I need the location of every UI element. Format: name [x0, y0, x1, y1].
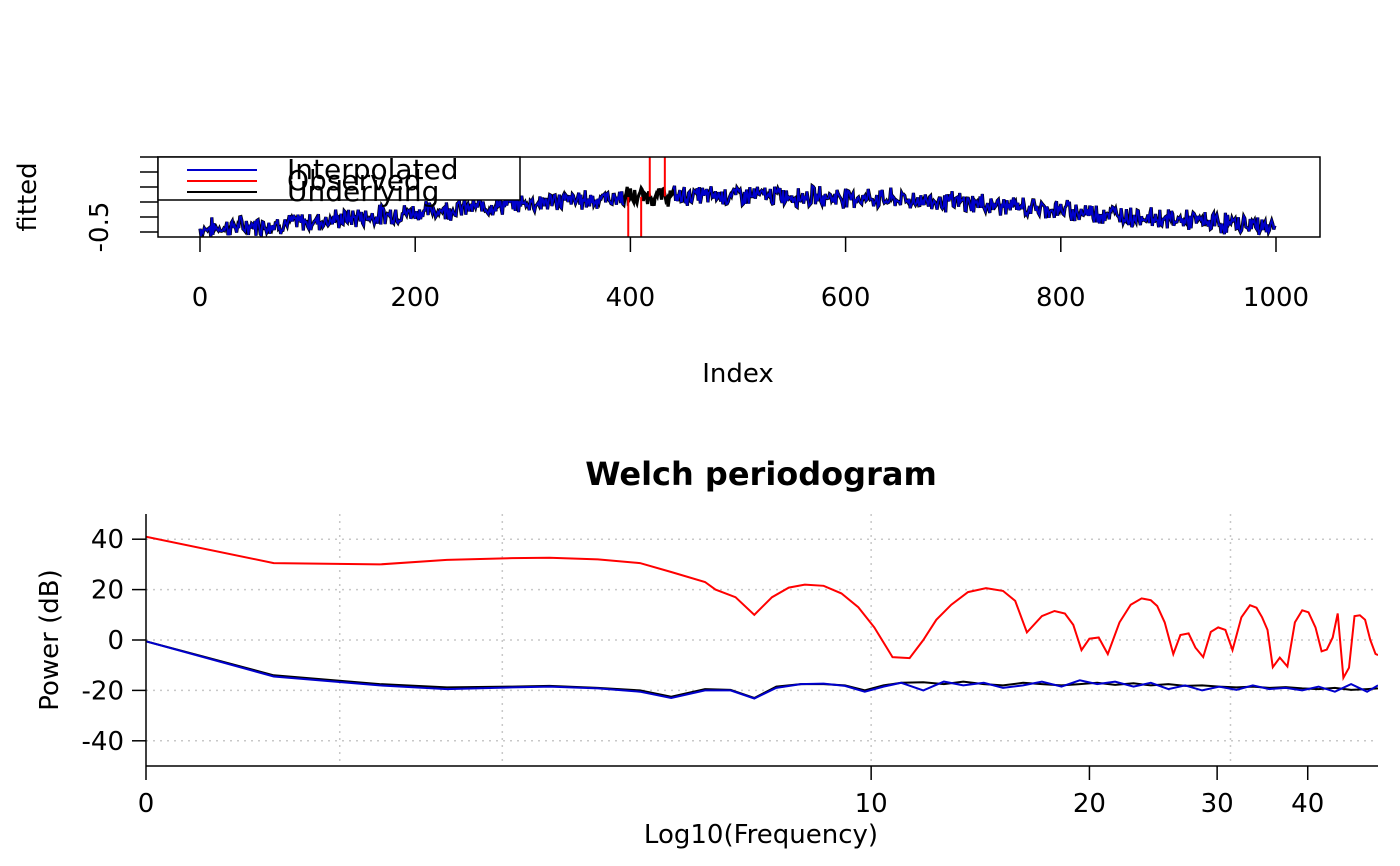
legend-label-underlying: Underlying — [287, 175, 439, 208]
fitted-x-tick-label-1: 200 — [390, 283, 440, 313]
fitted-series — [198, 157, 1277, 237]
periodogram-x-tick-label-2: 20 — [1073, 789, 1106, 819]
fitted-y-axis: -0.5 — [85, 156, 158, 253]
periodogram-x-tick-label-0: 0 — [138, 789, 155, 819]
periodogram-series-observed — [146, 535, 1378, 682]
periodogram-x-tick-label-4: 40 — [1291, 789, 1324, 819]
periodogram-series-interpolated — [146, 640, 1378, 700]
periodogram-x-axis: 0 10 20 30 40 — [138, 766, 1324, 819]
periodogram-grid — [146, 514, 1378, 766]
periodogram-series-underlying — [146, 640, 1378, 700]
periodogram-series — [146, 535, 1378, 700]
legend-label-interpolated: Interpolated — [287, 153, 459, 186]
series-interpolated-line-a — [199, 190, 625, 237]
periodogram-x-tick-label-3: 30 — [1201, 789, 1234, 819]
fitted-x-tick-label-2: 400 — [606, 283, 656, 313]
periodogram-panel: Welch periodogram 0 10 20 30 40 40200-20-40 … — [35, 455, 1378, 850]
periodogram-title: Welch periodogram — [585, 455, 937, 493]
fitted-x-axis: 0 200 400 600 800 1000 — [192, 237, 1309, 313]
fitted-y-axis-label: fitted — [13, 162, 43, 231]
periodogram-y-tick-label-0: 40 — [91, 525, 124, 555]
periodogram-y-tick-label-3: -20 — [82, 676, 124, 706]
periodogram-y-axis-label: Power (dB) — [35, 569, 65, 711]
series-interpolated-line-b — [672, 184, 1276, 236]
periodogram-y-axis: 40 20 0 -20 -40 — [82, 525, 146, 757]
fitted-x-tick-label-3: 600 — [821, 283, 871, 313]
fitted-x-tick-label-0: 0 — [192, 283, 209, 313]
periodogram-x-tick-label-1: 10 — [855, 789, 888, 819]
legend-label-observed: Observed — [287, 164, 422, 197]
fitted-panel: 0 200 400 600 800 1000 -0.5 Index fitted Inte… — [13, 153, 1321, 389]
periodogram-y-tick-label-2: 0 — [107, 626, 124, 656]
fitted-x-tick-label-4: 800 — [1036, 283, 1086, 313]
periodogram-y-tick-label-1: 20 — [91, 576, 124, 606]
periodogram-y-tick-label-4: -40 — [82, 727, 124, 757]
fitted-x-axis-label: Index — [702, 359, 774, 389]
fitted-y-tick-label-0: -0.5 — [85, 202, 115, 253]
fitted-x-tick-label-5: 1000 — [1243, 283, 1309, 313]
periodogram-x-axis-label: Log10(Frequency) — [644, 820, 878, 850]
